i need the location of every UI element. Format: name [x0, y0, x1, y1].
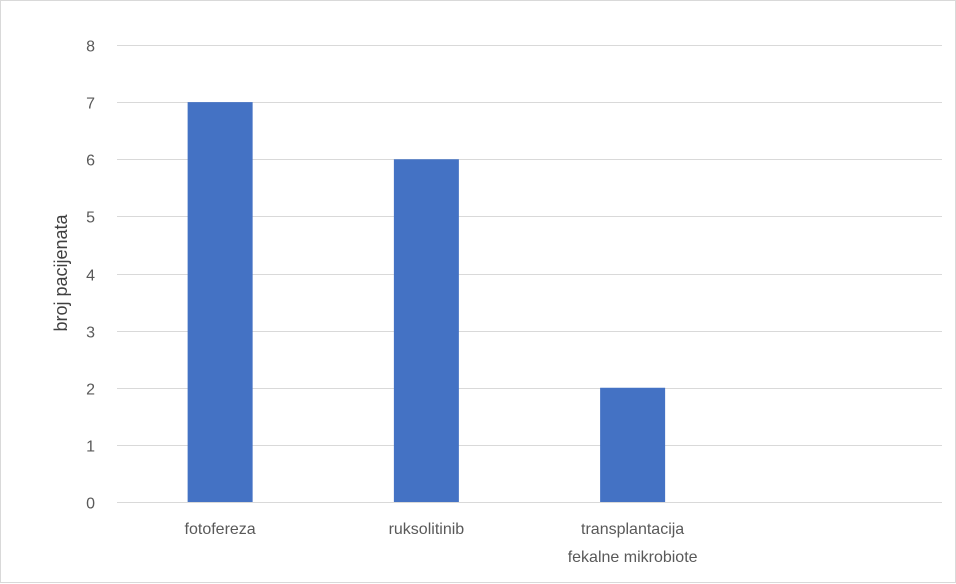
x-tick-labels: fotofereza ruksolitinib transplantacija fek… [185, 521, 698, 566]
gridlines [117, 45, 942, 503]
x-tick-label: fotofereza [185, 521, 256, 538]
y-tick-labels: 0 1 2 3 4 5 6 7 8 [86, 39, 95, 513]
y-tick-label: 6 [86, 153, 95, 170]
y-tick-label: 4 [86, 268, 95, 285]
y-tick-label: 5 [86, 210, 95, 227]
y-tick-label: 3 [86, 325, 95, 342]
bar-2 [600, 387, 666, 502]
y-tick-label: 0 [86, 496, 95, 513]
bar-1 [393, 159, 459, 502]
x-tick-label: fekalne mikrobiote [568, 549, 698, 566]
y-axis-title: broj pacijenata [51, 213, 71, 331]
x-tick-label: ruksolitinib [389, 521, 465, 538]
y-tick-label: 7 [86, 96, 95, 113]
bars [187, 102, 666, 502]
bar-0 [187, 102, 253, 502]
y-tick-label: 2 [86, 382, 95, 399]
y-tick-label: 8 [86, 39, 95, 56]
x-tick-label: transplantacija [581, 521, 684, 538]
y-tick-label: 1 [86, 439, 95, 456]
